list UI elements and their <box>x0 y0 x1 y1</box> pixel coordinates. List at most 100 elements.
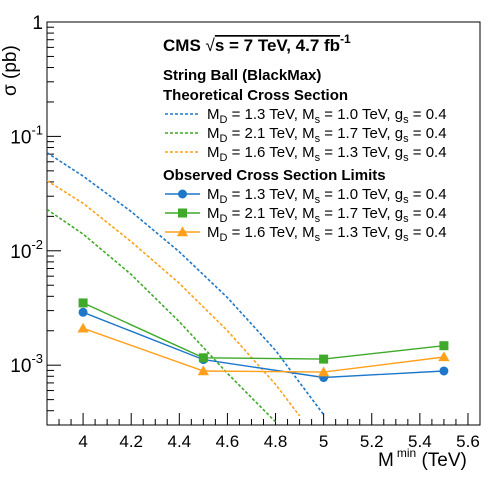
label-ms-sub: s <box>315 114 321 126</box>
observed-point <box>438 351 450 362</box>
label-md-sub: D <box>220 114 228 126</box>
observed-point <box>318 366 330 377</box>
legend-section-heading: Observed Cross Section Limits <box>163 167 386 184</box>
header-lumi-sup: -1 <box>340 32 351 46</box>
label-ms-value: = 1.3 TeV, g <box>320 224 403 241</box>
label-gs-sub: s <box>403 133 409 145</box>
label-ms-sub: s <box>315 213 321 225</box>
observed-point <box>439 341 449 351</box>
legend-entry-label: MD = 1.3 TeV, Ms = 1.0 TeV, gs = 0.4 <box>207 186 447 206</box>
y-tick-label: 10-1 <box>10 122 43 148</box>
label-ms-sub: s <box>315 232 321 244</box>
label-gs-sub: s <box>403 152 409 164</box>
x-axis-title-unit: (TeV) <box>416 450 467 471</box>
clipped-series <box>47 152 450 423</box>
label-ms-value: = 1.0 TeV, g <box>320 106 403 123</box>
legend-swatch-marker <box>176 226 189 237</box>
label-md-value: = 1.6 TeV, M <box>227 144 314 161</box>
observed-point <box>197 365 209 376</box>
label-md-value: = 1.3 TeV, M <box>227 186 314 203</box>
label-ms-value: = 1.3 TeV, g <box>320 144 403 161</box>
legend-swatch-marker <box>178 189 187 199</box>
y-tick-base: 10 <box>10 242 31 263</box>
header-energy: s = 7 TeV, 4.7 fb <box>215 36 340 55</box>
observed-point <box>198 353 208 363</box>
label-ms-value: = 1.7 TeV, g <box>320 205 403 222</box>
x-tick-label: 5 <box>319 432 328 451</box>
chart-header: CMS √s = 7 TeV, 4.7 fb-1 <box>163 32 351 55</box>
label-gs-sub: s <box>403 194 409 206</box>
y-tick-label: 10-3 <box>10 351 43 377</box>
theory-curve-1 <box>47 152 325 416</box>
label-gs-sub: s <box>403 114 409 126</box>
y-tick-exponent: -1 <box>31 122 43 137</box>
label-md-sub: D <box>220 213 228 225</box>
label-md-value: = 1.6 TeV, M <box>227 224 314 241</box>
y-tick-base: 10 <box>10 356 31 377</box>
legend-entry-label: MD = 1.6 TeV, Ms = 1.3 TeV, gs = 0.4 <box>207 224 447 244</box>
legend-entry-label: MD = 1.6 TeV, Ms = 1.3 TeV, gs = 0.4 <box>207 144 447 164</box>
label-md-sub: D <box>220 133 228 145</box>
observed-point <box>319 354 329 364</box>
x-tick-label: 4 <box>78 432 87 451</box>
x-axis-title-sup: min <box>397 446 416 460</box>
y-axis-title: σ (pb) <box>0 45 21 96</box>
observed-point <box>439 366 449 376</box>
label-ms-sub: s <box>315 194 321 206</box>
label-gs-value: = 0.4 <box>409 205 447 222</box>
observed-line-3 <box>82 327 444 373</box>
legend-swatch-marker <box>178 208 187 218</box>
observed-line-1 <box>82 311 444 379</box>
x-tick-label: 5.6 <box>456 432 480 451</box>
label-ms-sub: s <box>315 152 321 164</box>
label-gs-value: = 0.4 <box>409 186 447 203</box>
label-md-value: = 2.1 TeV, M <box>227 205 314 222</box>
theory-curve-2 <box>47 208 277 423</box>
y-tick-base: 1 <box>32 13 43 34</box>
observed-point <box>78 307 88 317</box>
legend-entry-label: MD = 1.3 TeV, Ms = 1.0 TeV, gs = 0.4 <box>207 106 447 126</box>
label-md-value: = 2.1 TeV, M <box>227 125 314 142</box>
x-tick-label: 4.4 <box>167 432 191 451</box>
x-tick-label: 4.2 <box>119 432 143 451</box>
label-md-sub: D <box>220 194 228 206</box>
model-title: String Ball (BlackMax) <box>163 67 321 84</box>
header-sqrt: √ <box>206 36 216 55</box>
y-tick-exponent: -2 <box>31 237 43 252</box>
label-ms-sub: s <box>315 133 321 145</box>
observed-point <box>78 298 88 308</box>
label-md-value: = 1.3 TeV, M <box>227 106 314 123</box>
label-md-symbol: M <box>207 125 220 142</box>
x-axis-title-main: M <box>378 450 394 471</box>
label-md-symbol: M <box>207 205 220 222</box>
series-group <box>47 152 450 423</box>
label-md-symbol: M <box>207 186 220 203</box>
label-ms-value: = 1.7 TeV, g <box>320 125 403 142</box>
label-md-symbol: M <box>207 106 220 123</box>
label-md-sub: D <box>220 152 228 164</box>
label-md-sub: D <box>220 232 228 244</box>
y-tick-exponent: -3 <box>31 351 43 366</box>
label-gs-value: = 0.4 <box>409 224 447 241</box>
label-gs-value: = 0.4 <box>409 125 447 142</box>
legend: CMS √s = 7 TeV, 4.7 fb-1 String Ball (Bla… <box>163 32 447 244</box>
x-tick-label: 4.8 <box>264 432 288 451</box>
x-tick-label: 5.2 <box>360 432 384 451</box>
x-tick-label: 4.6 <box>216 432 240 451</box>
label-ms-value: = 1.0 TeV, g <box>320 186 403 203</box>
y-tick-label: 1 <box>32 13 43 34</box>
label-gs-sub: s <box>403 213 409 225</box>
observed-point <box>77 322 89 333</box>
x-tick-label: 5.4 <box>408 432 432 451</box>
label-gs-value: = 0.4 <box>409 106 447 123</box>
legend-entry-label: MD = 2.1 TeV, Ms = 1.7 TeV, gs = 0.4 <box>207 125 447 145</box>
y-tick-base: 10 <box>10 127 31 148</box>
label-md-symbol: M <box>207 224 220 241</box>
label-md-symbol: M <box>207 144 220 161</box>
observed-line-2 <box>82 302 444 360</box>
legend-entry-label: MD = 2.1 TeV, Ms = 1.7 TeV, gs = 0.4 <box>207 205 447 225</box>
